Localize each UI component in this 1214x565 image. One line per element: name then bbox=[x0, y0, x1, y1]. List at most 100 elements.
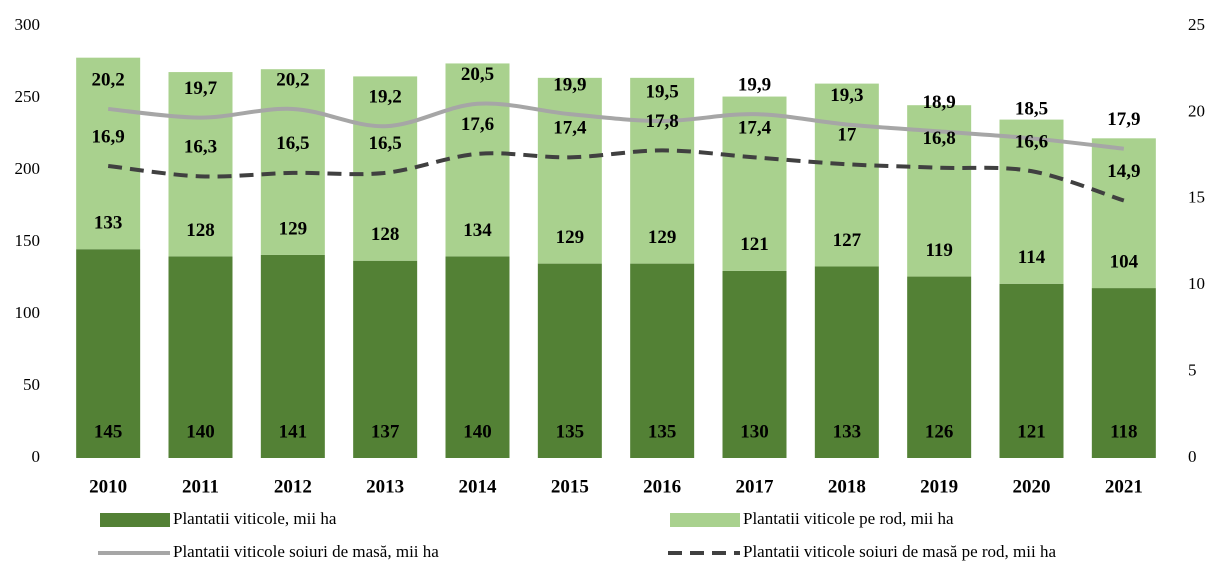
y2-tick-label: 15 bbox=[1188, 188, 1205, 207]
bar bbox=[999, 283, 1064, 458]
x-tick-label: 2017 bbox=[736, 476, 775, 497]
bar bbox=[630, 77, 695, 264]
line-label: 16,5 bbox=[276, 133, 309, 154]
line-label: 19,9 bbox=[738, 74, 771, 95]
y2-tick-label: 25 bbox=[1188, 15, 1205, 34]
bar-label: 141 bbox=[279, 421, 308, 442]
line-label: 19,5 bbox=[646, 81, 679, 102]
line-label: 17,4 bbox=[553, 118, 587, 139]
bar-label: 134 bbox=[463, 220, 492, 241]
bar-label: 137 bbox=[371, 421, 400, 442]
bar bbox=[537, 263, 602, 458]
line-label: 16,5 bbox=[369, 133, 402, 154]
x-tick-label: 2014 bbox=[459, 476, 498, 497]
bar-label: 129 bbox=[648, 227, 677, 248]
bar-label: 130 bbox=[740, 421, 769, 442]
line-label: 19,2 bbox=[369, 87, 402, 108]
legend-label: Plantatii viticole, mii ha bbox=[173, 509, 337, 528]
x-tick-label: 2019 bbox=[920, 476, 958, 497]
y2-tick-label: 0 bbox=[1188, 447, 1197, 466]
line-label: 20,2 bbox=[92, 69, 125, 90]
bar-label: 121 bbox=[1017, 421, 1046, 442]
y-tick-label: 250 bbox=[15, 87, 41, 106]
x-tick-label: 2018 bbox=[828, 476, 866, 497]
bar bbox=[907, 276, 972, 458]
bar bbox=[76, 249, 141, 458]
bar bbox=[445, 256, 510, 458]
y2-tick-label: 5 bbox=[1188, 361, 1197, 380]
line-label: 18,9 bbox=[923, 92, 956, 113]
x-tick-label: 2021 bbox=[1105, 476, 1143, 497]
legend-swatch bbox=[100, 513, 170, 527]
bar bbox=[260, 69, 325, 255]
bar-label: 128 bbox=[186, 220, 215, 241]
bar bbox=[353, 260, 418, 458]
line-label: 19,7 bbox=[184, 78, 218, 99]
line-label: 16,6 bbox=[1015, 132, 1048, 153]
legend-label: Plantatii viticole soiuri de masă pe rod… bbox=[743, 542, 1056, 561]
bar bbox=[722, 270, 787, 458]
line-label: 19,9 bbox=[553, 74, 586, 95]
bar-label: 104 bbox=[1110, 251, 1139, 272]
legend-label: Plantatii viticole soiuri de masă, mii h… bbox=[173, 542, 439, 561]
y2-tick-label: 20 bbox=[1188, 101, 1205, 120]
bar-label: 133 bbox=[833, 421, 862, 442]
line-label: 17,9 bbox=[1107, 109, 1140, 130]
legend-swatch bbox=[670, 513, 740, 527]
y-tick-label: 200 bbox=[15, 159, 41, 178]
bar bbox=[722, 96, 787, 271]
line-label: 20,5 bbox=[461, 64, 494, 85]
line-label: 18,5 bbox=[1015, 99, 1048, 120]
bar-label: 127 bbox=[833, 230, 862, 251]
line-label: 14,9 bbox=[1107, 161, 1140, 182]
bar bbox=[1091, 138, 1156, 289]
y-tick-label: 100 bbox=[15, 303, 41, 322]
bar bbox=[630, 263, 695, 458]
bar-label: 128 bbox=[371, 224, 400, 245]
x-tick-label: 2011 bbox=[182, 476, 219, 497]
bar bbox=[537, 77, 602, 264]
x-tick-label: 2010 bbox=[89, 476, 127, 497]
bar-label: 133 bbox=[94, 213, 123, 234]
bar bbox=[1091, 288, 1156, 458]
x-tick-label: 2013 bbox=[366, 476, 404, 497]
bar bbox=[260, 254, 325, 458]
bar-label: 129 bbox=[279, 218, 308, 239]
line-label: 17,6 bbox=[461, 114, 494, 135]
x-tick-label: 2016 bbox=[643, 476, 681, 497]
y2-tick-label: 10 bbox=[1188, 274, 1205, 293]
bar-label: 129 bbox=[556, 227, 585, 248]
line-label: 17 bbox=[837, 125, 857, 146]
line-label: 16,9 bbox=[92, 126, 125, 147]
bar bbox=[76, 57, 141, 250]
bar bbox=[168, 256, 233, 458]
y-tick-label: 50 bbox=[23, 375, 40, 394]
line-label: 20,2 bbox=[276, 69, 309, 90]
bar bbox=[999, 119, 1064, 284]
bar-label: 126 bbox=[925, 421, 954, 442]
line-label: 17,8 bbox=[646, 111, 679, 132]
bar-label: 140 bbox=[186, 421, 215, 442]
line-label: 16,8 bbox=[923, 128, 956, 149]
bar-label: 135 bbox=[556, 421, 585, 442]
bar-label: 135 bbox=[648, 421, 677, 442]
line-label: 16,3 bbox=[184, 137, 217, 158]
bar-label: 140 bbox=[463, 421, 492, 442]
line-label: 17,4 bbox=[738, 118, 772, 139]
bar bbox=[814, 266, 879, 458]
bar bbox=[814, 83, 879, 267]
bar-label: 114 bbox=[1018, 247, 1046, 268]
x-tick-label: 2015 bbox=[551, 476, 589, 497]
legend-label: Plantatii viticole pe rod, mii ha bbox=[743, 509, 954, 528]
x-tick-label: 2012 bbox=[274, 476, 312, 497]
bar-label: 119 bbox=[925, 240, 952, 261]
bar bbox=[445, 63, 510, 257]
y-tick-label: 150 bbox=[15, 231, 41, 250]
y-tick-label: 0 bbox=[32, 447, 41, 466]
bar-label: 145 bbox=[94, 421, 123, 442]
bar bbox=[168, 72, 233, 257]
x-tick-label: 2020 bbox=[1013, 476, 1051, 497]
bar-label: 121 bbox=[740, 234, 769, 255]
bar-label: 118 bbox=[1110, 421, 1137, 442]
